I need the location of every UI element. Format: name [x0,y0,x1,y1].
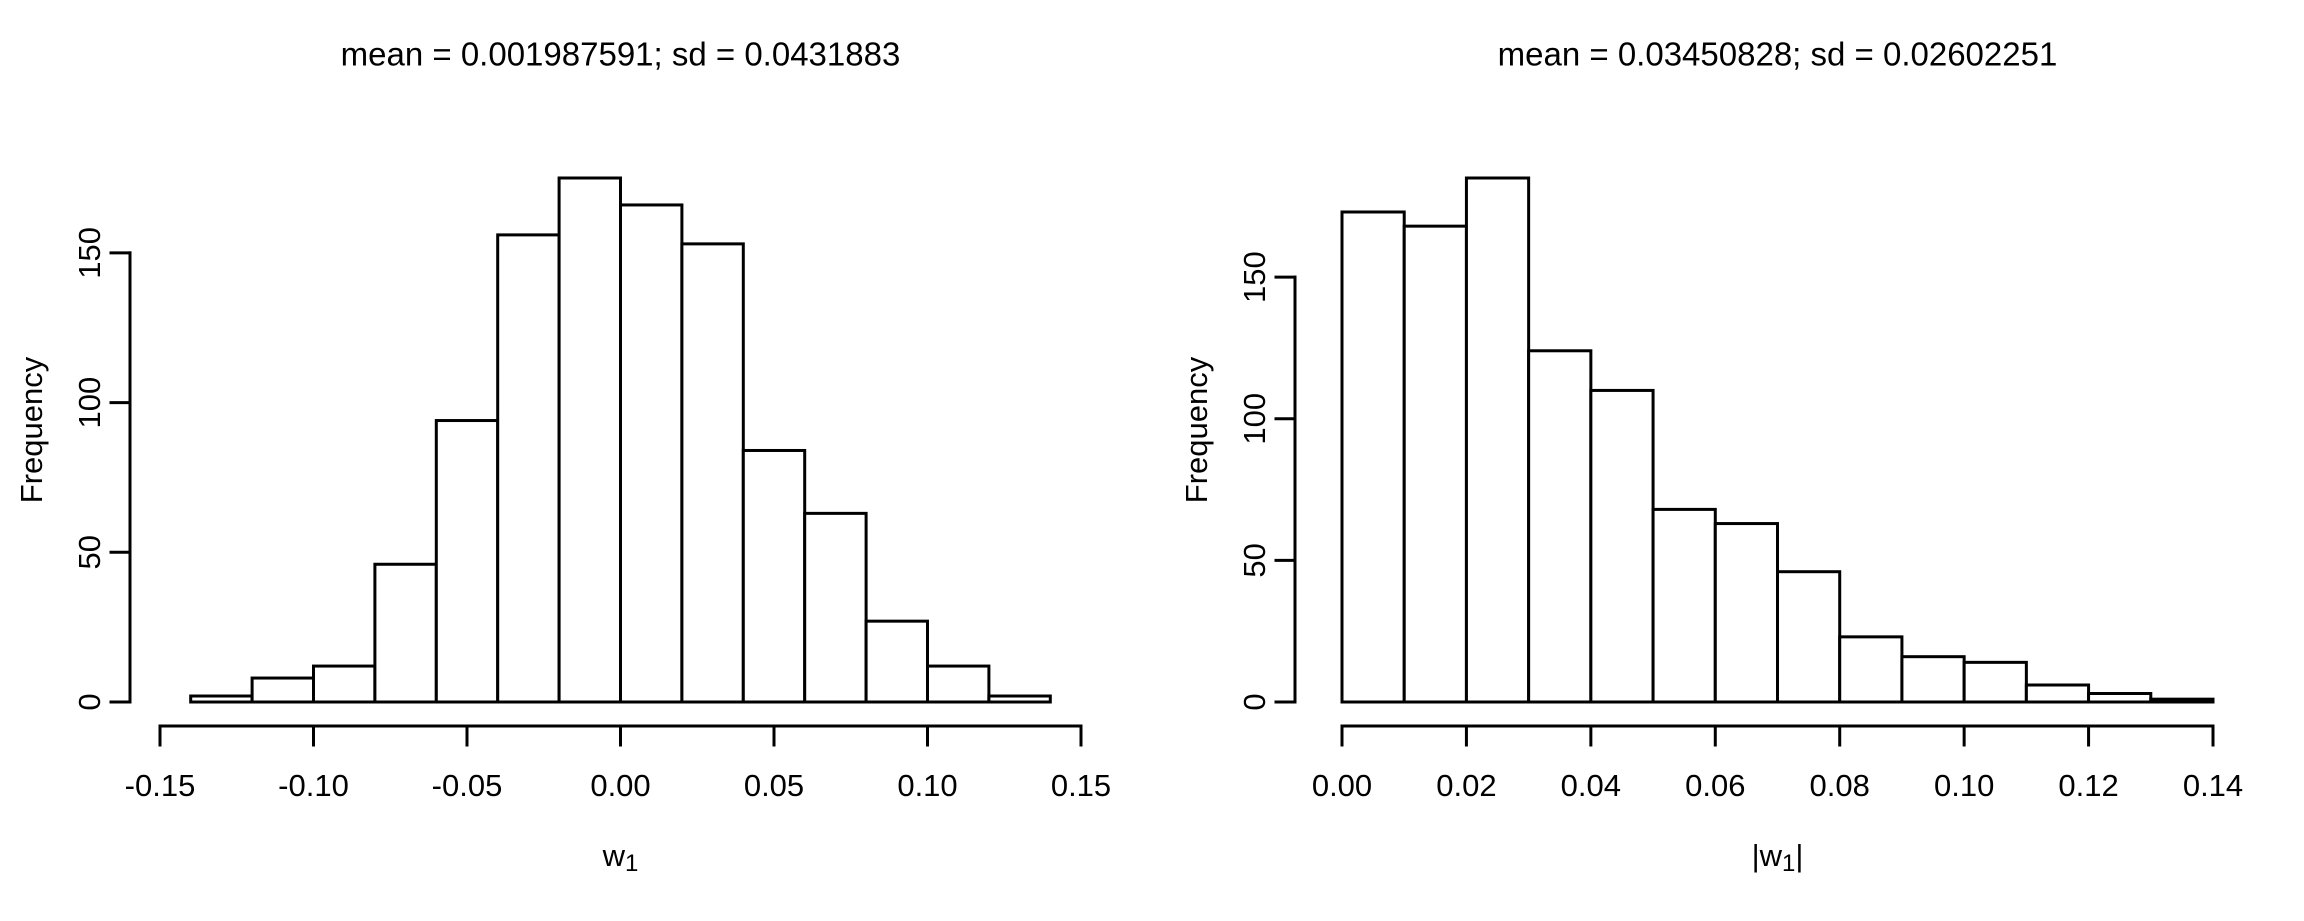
x-axis-label: |w1| [1752,838,1804,877]
y-tick-label: 100 [72,377,107,429]
histogram-bar [2024,683,2091,704]
histogram-bar [1651,507,1717,704]
y-tick-label: 0 [1237,693,1272,710]
histogram-bar [864,619,929,704]
histogram-bar [189,694,254,704]
histogram-bar [1402,224,1468,704]
histogram-bar [434,419,500,704]
histogram-bar [926,664,991,704]
histogram-bar [1962,660,2028,704]
x-tick-label: 0.15 [1051,768,1111,803]
histogram-bar [557,176,622,704]
x-tick-label: 0.08 [1810,768,1870,803]
histogram-left: mean = 0.001987591; sd = 0.0431883 0 50 100… [14,36,1111,878]
x-tick-label: 0.05 [744,768,804,803]
histogram-bar [803,511,868,704]
histogram-bar [1713,522,1779,704]
histogram-bar [1340,210,1406,704]
x-tick-label: 0.14 [2183,768,2243,803]
x-tick-label: 0.00 [590,768,650,803]
histogram-bar [680,242,745,704]
x-tick-label: 0.06 [1685,768,1745,803]
y-tick-label: 50 [72,535,107,569]
x-tick-label: 0.04 [1561,768,1621,803]
histogram-bar [312,664,377,704]
x-tick-label: 0.10 [1934,768,1994,803]
y-axis-label: Frequency [1179,356,1214,503]
histogram-bar [1464,176,1531,704]
histogram-bar [1776,570,1842,704]
histogram-bar [1838,635,1904,704]
chart-title: mean = 0.001987591; sd = 0.0431883 [341,36,901,73]
x-tick-label: -0.05 [432,768,503,803]
histogram-bar [741,448,807,704]
histogram-bar [1589,388,1655,704]
chart-title: mean = 0.03450828; sd = 0.02602251 [1498,36,2058,73]
histogram-bar [1527,349,1593,704]
x-axis-label: w1 [602,838,639,877]
x-tick-label: -0.15 [125,768,196,803]
x-tick-label: 0.02 [1436,768,1496,803]
histogram-bar [373,562,438,704]
x-tick-label: -0.10 [278,768,349,803]
y-axis-label: Frequency [14,356,49,503]
histogram-right: mean = 0.03450828; sd = 0.02602251 0 50 100… [1179,36,2243,878]
histogram-bar [2149,697,2215,704]
histogram-bar [2087,692,2153,704]
y-tick-label: 150 [72,227,107,279]
y-tick-label: 100 [1237,393,1272,445]
histogram-bar [987,694,1052,704]
histogram-bar [250,676,316,704]
x-tick-label: 0.12 [2058,768,2118,803]
y-tick-label: 0 [72,693,107,710]
x-tick-label: 0.10 [897,768,957,803]
histogram-bar [1900,655,1966,704]
histogram-bar [619,203,684,704]
histogram-bar [496,233,561,704]
y-tick-label: 50 [1237,543,1272,577]
x-tick-label: 0.00 [1312,768,1372,803]
y-tick-label: 150 [1237,251,1272,303]
